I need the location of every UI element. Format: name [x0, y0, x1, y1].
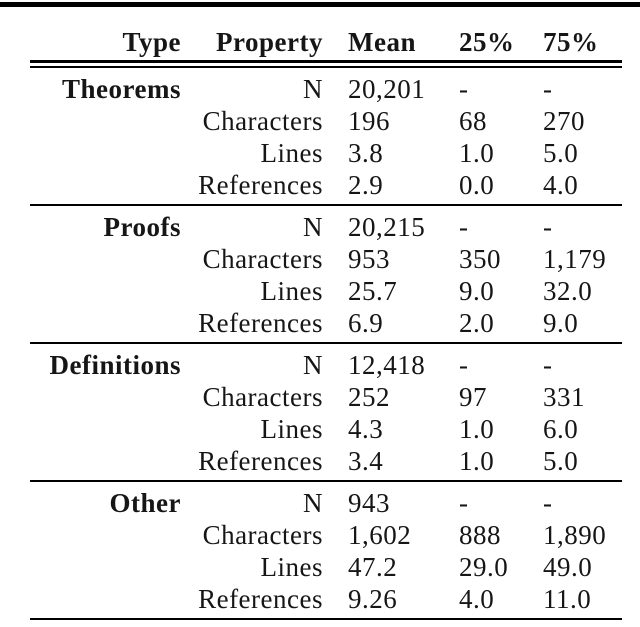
table-row: Theorems N 20,201 - -	[30, 73, 622, 105]
mean-cell: 47.2	[348, 551, 398, 582]
table-group-proofs: Proofs N 20,215 - - Characters 953 350 1…	[30, 206, 622, 344]
mean-cell: 9.26	[348, 583, 398, 614]
table-row: Characters 196 68 270	[30, 105, 622, 137]
p25-cell: 2.0	[459, 307, 495, 338]
mean-cell: 20,201	[348, 73, 426, 104]
table-row: Other N 943 - -	[30, 487, 622, 519]
mean-cell: 12,418	[348, 349, 426, 380]
p75-cell: 9.0	[543, 307, 579, 338]
p75-cell: 5.0	[543, 137, 579, 168]
statistics-table: Type Property Mean 25% 75% Theorems N 20…	[30, 26, 622, 620]
column-header-type: Type	[122, 26, 181, 57]
p25-cell: 1.0	[459, 137, 495, 168]
p75-cell: 5.0	[543, 445, 579, 476]
mean-cell: 3.8	[348, 137, 384, 168]
property-cell: Lines	[260, 413, 323, 444]
table-group-other: Other N 943 - - Characters 1,602 888 1,8…	[30, 482, 622, 620]
p75-cell: -	[543, 73, 553, 104]
p75-cell: 331	[543, 381, 585, 412]
p75-cell: 32.0	[543, 275, 593, 306]
column-header-mean: Mean	[348, 26, 416, 57]
property-cell: N	[303, 211, 323, 242]
p25-cell: 68	[459, 105, 487, 136]
table-header-row: Type Property Mean 25% 75%	[30, 26, 622, 58]
table-row: Definitions N 12,418 - -	[30, 349, 622, 381]
p25-cell: 888	[459, 519, 501, 550]
p25-cell: -	[459, 211, 469, 242]
p25-cell: 350	[459, 243, 501, 274]
p25-cell: 97	[459, 381, 487, 412]
group-type-label: Theorems	[62, 73, 181, 104]
property-cell: Lines	[260, 275, 323, 306]
column-header-25pct: 25%	[459, 26, 515, 57]
table-group-definitions: Definitions N 12,418 - - Characters 252 …	[30, 344, 622, 482]
mean-cell: 20,215	[348, 211, 426, 242]
mean-cell: 953	[348, 243, 390, 274]
table-row: Lines 3.8 1.0 5.0	[30, 137, 622, 169]
p25-cell: 1.0	[459, 445, 495, 476]
p25-cell: 9.0	[459, 275, 495, 306]
property-cell: Characters	[202, 105, 323, 136]
p75-cell: 1,179	[543, 243, 607, 274]
group-type-label: Definitions	[49, 349, 181, 380]
property-cell: Characters	[202, 381, 323, 412]
p75-cell: 49.0	[543, 551, 593, 582]
group-type-label: Other	[109, 487, 181, 518]
mean-cell: 252	[348, 381, 390, 412]
group-type-label: Proofs	[103, 211, 181, 242]
property-cell: References	[198, 169, 323, 200]
property-cell: Characters	[202, 243, 323, 274]
table-row: Lines 47.2 29.0 49.0	[30, 551, 622, 583]
property-cell: Lines	[260, 137, 323, 168]
property-cell: Characters	[202, 519, 323, 550]
property-cell: References	[198, 445, 323, 476]
p75-cell: 11.0	[543, 583, 592, 614]
figure-top-border	[0, 2, 640, 7]
property-cell: References	[198, 307, 323, 338]
mean-cell: 6.9	[348, 307, 384, 338]
mean-cell: 196	[348, 105, 390, 136]
table-row: References 9.26 4.0 11.0	[30, 583, 622, 615]
table-row: Characters 1,602 888 1,890	[30, 519, 622, 551]
table-group-theorems: Theorems N 20,201 - - Characters 196 68 …	[30, 68, 622, 206]
mean-cell: 1,602	[348, 519, 412, 550]
property-cell: References	[198, 583, 323, 614]
p25-cell: -	[459, 487, 469, 518]
p75-cell: 1,890	[543, 519, 607, 550]
p25-cell: 29.0	[459, 551, 509, 582]
p25-cell: 1.0	[459, 413, 495, 444]
table-row: Lines 4.3 1.0 6.0	[30, 413, 622, 445]
table-row: Proofs N 20,215 - -	[30, 211, 622, 243]
p25-cell: 0.0	[459, 169, 495, 200]
property-cell: N	[303, 487, 323, 518]
p75-cell: 4.0	[543, 169, 579, 200]
table-row: References 3.4 1.0 5.0	[30, 445, 622, 477]
table-row: Lines 25.7 9.0 32.0	[30, 275, 622, 307]
table-row: Characters 252 97 331	[30, 381, 622, 413]
p75-cell: -	[543, 487, 553, 518]
property-cell: Lines	[260, 551, 323, 582]
mean-cell: 3.4	[348, 445, 384, 476]
property-cell: N	[303, 73, 323, 104]
p25-cell: 4.0	[459, 583, 495, 614]
p75-cell: -	[543, 211, 553, 242]
table-row: References 2.9 0.0 4.0	[30, 169, 622, 201]
mean-cell: 2.9	[348, 169, 384, 200]
column-header-property: Property	[216, 26, 323, 57]
mean-cell: 943	[348, 487, 390, 518]
p75-cell: 6.0	[543, 413, 579, 444]
p25-cell: -	[459, 349, 469, 380]
header-double-rule	[30, 60, 622, 68]
mean-cell: 4.3	[348, 413, 384, 444]
table-row: Characters 953 350 1,179	[30, 243, 622, 275]
property-cell: N	[303, 349, 323, 380]
table-row: References 6.9 2.0 9.0	[30, 307, 622, 339]
p75-cell: 270	[543, 105, 585, 136]
p25-cell: -	[459, 73, 469, 104]
mean-cell: 25.7	[348, 275, 398, 306]
column-header-75pct: 75%	[543, 26, 599, 57]
p75-cell: -	[543, 349, 553, 380]
